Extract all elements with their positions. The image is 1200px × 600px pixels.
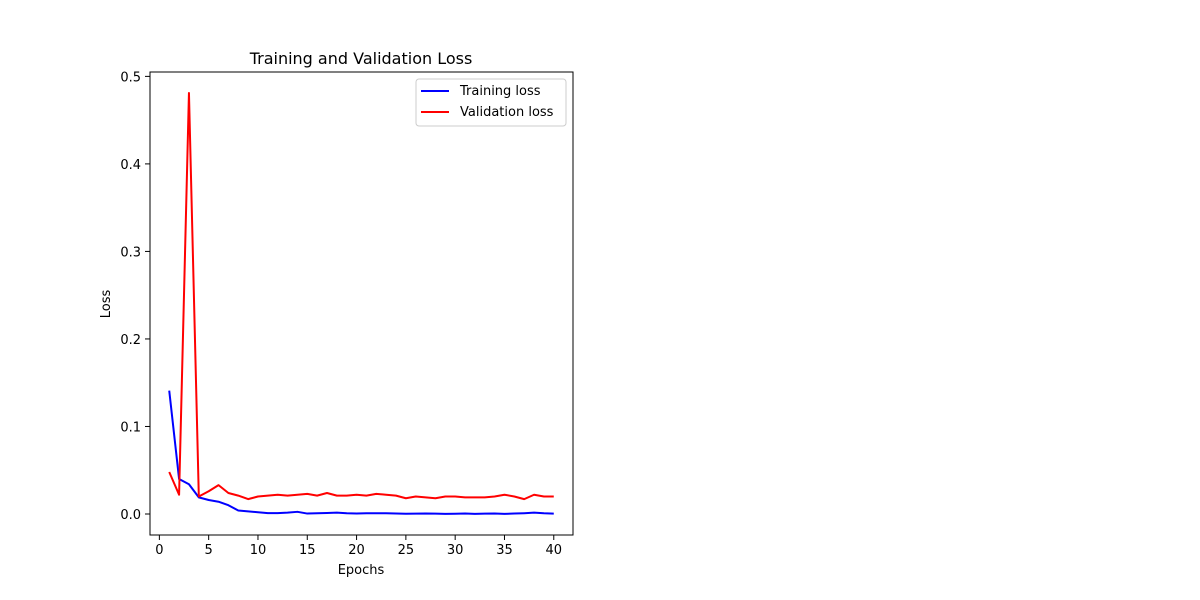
series-line-validation-loss [168,92,554,501]
x-tick-label: 15 [299,543,316,558]
x-axis-label: Epochs [338,563,385,578]
x-tick-label: 30 [447,543,464,558]
legend: Training loss Validation loss [415,78,567,127]
series-line-training-loss [168,390,554,515]
y-axis-label: Loss [99,290,114,319]
y-tick-label: 0.1 [120,420,141,435]
legend-label-validation: Validation loss [460,105,554,120]
x-tick-label: 25 [398,543,415,558]
x-tick-label: 40 [545,543,562,558]
plot-lines [168,92,554,515]
y-tick-label: 0.5 [120,70,141,85]
y-tick-label: 0.4 [120,158,141,173]
legend-box [415,78,567,127]
x-tick-label: 35 [496,543,513,558]
legend-label-training: Training loss [459,84,541,99]
x-axis: 0 5 10 15 20 25 30 35 40 [155,535,562,558]
y-axis: 0.0 0.1 0.2 0.3 0.4 0.5 [120,70,150,523]
y-tick-label: 0.2 [120,333,141,348]
x-tick-label: 20 [348,543,365,558]
x-tick-label: 0 [155,543,163,558]
plot-frame [149,71,574,536]
y-tick-label: 0.3 [120,245,141,260]
chart-title: Training and Validation Loss [249,49,473,68]
x-tick-label: 5 [205,543,213,558]
x-tick-label: 10 [250,543,267,558]
y-tick-label: 0.0 [120,508,141,523]
